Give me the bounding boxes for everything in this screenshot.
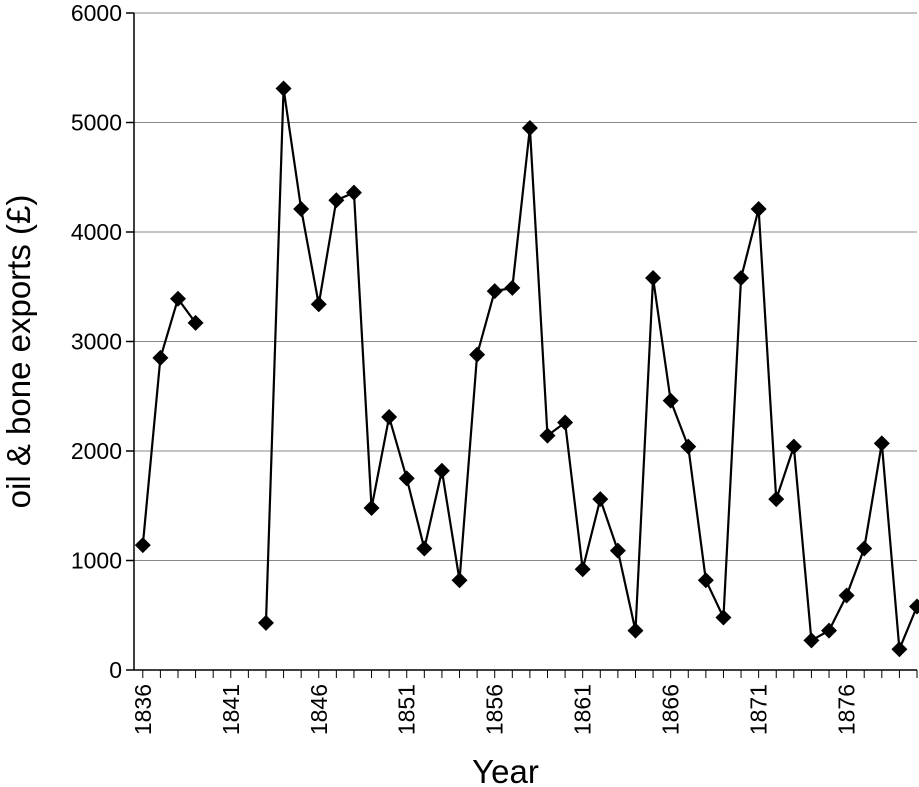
x-tick-label: 1846	[306, 684, 332, 735]
data-points	[134, 80, 919, 658]
data-point-marker	[416, 540, 433, 557]
data-point-marker	[363, 499, 380, 516]
data-point-marker	[821, 622, 838, 639]
x-tick-label: 1866	[658, 684, 684, 735]
data-point-marker	[328, 192, 345, 209]
data-point-marker	[680, 438, 697, 455]
data-point-marker	[486, 283, 503, 300]
series-line	[264, 88, 919, 650]
gridlines	[134, 12, 917, 561]
y-ticks: 0 1000 2000 3000 4000 5000 6000	[71, 0, 134, 683]
y-tick-label: 2000	[71, 438, 122, 464]
data-point-marker	[310, 296, 327, 313]
series-lines	[141, 88, 919, 650]
y-tick-label: 3000	[71, 329, 122, 355]
data-point-marker	[433, 462, 450, 479]
data-point-marker	[293, 201, 310, 218]
y-tick-label: 1000	[71, 548, 122, 574]
data-point-marker	[715, 609, 732, 626]
x-tick-label: 1861	[570, 684, 596, 735]
data-point-marker	[152, 349, 169, 366]
x-tick-label: 1841	[218, 684, 244, 735]
data-point-marker	[275, 80, 292, 97]
data-point-marker	[856, 540, 873, 557]
data-point-marker	[609, 542, 626, 559]
data-point-marker	[539, 427, 556, 444]
data-point-marker	[873, 435, 890, 452]
data-point-marker	[134, 537, 151, 554]
x-ticks: 1836 1841 1846 1851 1856 1861 1866 1871 1876	[130, 670, 918, 735]
data-point-marker	[504, 279, 521, 296]
data-point-marker	[662, 392, 679, 409]
y-axis-title: oil & bone exports (£)	[0, 195, 37, 509]
x-tick-label: 1851	[394, 684, 420, 735]
x-axis-title: Year	[472, 753, 539, 787]
data-point-marker	[768, 491, 785, 508]
data-point-marker	[750, 201, 767, 218]
data-point-marker	[257, 614, 274, 631]
y-tick-label: 0	[109, 657, 122, 683]
data-point-marker	[733, 269, 750, 286]
data-point-marker	[627, 622, 644, 639]
x-tick-label: 1836	[130, 684, 156, 735]
data-point-marker	[398, 470, 415, 487]
data-point-marker	[469, 346, 486, 363]
data-point-marker	[187, 314, 204, 331]
y-tick-label: 6000	[71, 0, 122, 26]
y-tick-label: 4000	[71, 219, 122, 245]
data-point-marker	[169, 290, 186, 307]
data-point-marker	[891, 641, 908, 658]
data-point-marker	[381, 409, 398, 426]
y-tick-label: 5000	[71, 110, 122, 136]
x-tick-label: 1876	[834, 684, 860, 735]
x-tick-label: 1871	[746, 684, 772, 735]
data-point-marker	[697, 572, 714, 589]
data-point-marker	[803, 632, 820, 649]
data-point-marker	[592, 491, 609, 508]
data-point-marker	[451, 572, 468, 589]
data-point-marker	[785, 438, 802, 455]
data-point-marker	[574, 561, 591, 578]
series-line	[141, 296, 197, 546]
data-point-marker	[645, 269, 662, 286]
data-point-marker	[521, 119, 538, 136]
data-point-marker	[838, 587, 855, 604]
data-point-marker	[557, 414, 574, 431]
data-point-marker	[345, 184, 362, 201]
data-point-marker	[909, 598, 919, 615]
x-tick-label: 1856	[482, 684, 508, 735]
